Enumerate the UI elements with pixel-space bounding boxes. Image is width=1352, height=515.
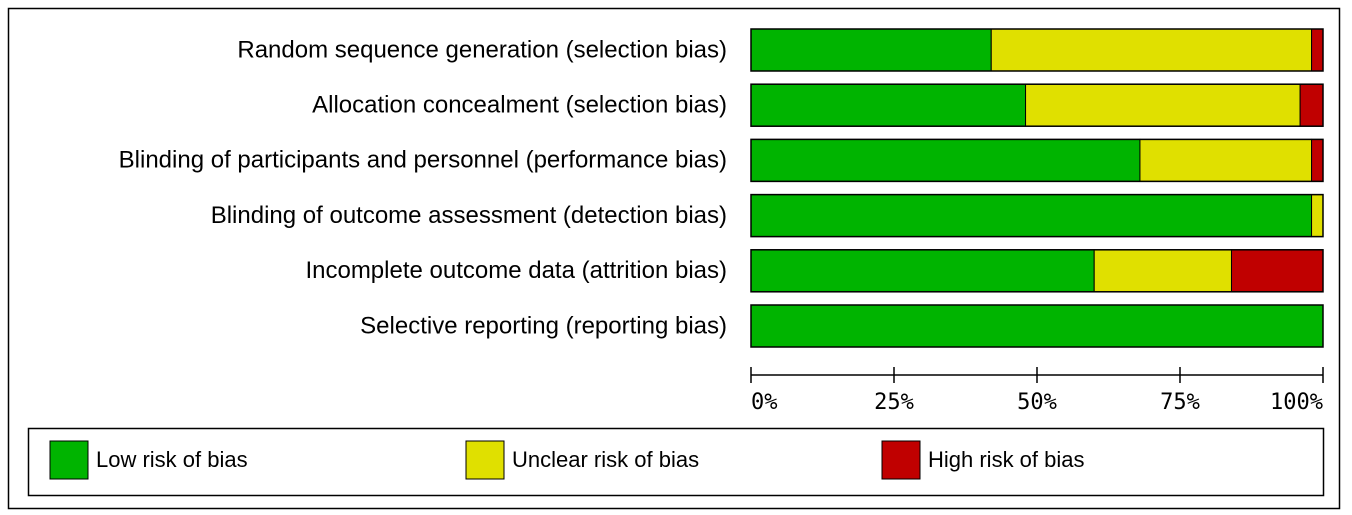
x-tick-label: 75% (1160, 390, 1200, 415)
legend-swatch (465, 440, 505, 480)
bar-outline (750, 249, 1324, 293)
bar-segment (1230, 249, 1324, 293)
category-label: Incomplete outcome data (attrition bias) (305, 257, 727, 284)
x-tick-label: 25% (874, 390, 914, 415)
bar-segment (1311, 194, 1324, 238)
legend-label: High risk of bias (928, 447, 1085, 472)
category-label: Random sequence generation (selection bi… (237, 36, 727, 63)
bar-segment (990, 28, 1313, 72)
category-label: Blinding of outcome assessment (detectio… (211, 202, 727, 229)
bar-outline (750, 138, 1324, 183)
bar-segment (750, 304, 1324, 348)
x-tick-label: 50% (1017, 390, 1057, 415)
bar-segment (750, 83, 1027, 127)
bar-outline (750, 28, 1324, 72)
bar-segment (1311, 28, 1324, 72)
category-label: Selective reporting (reporting bias) (360, 312, 727, 339)
bar-segment (1311, 138, 1324, 182)
category-label: Allocation concealment (selection bias) (312, 92, 727, 119)
bar-segment (750, 194, 1313, 238)
x-tick-label: 100% (1270, 390, 1323, 415)
bar-outline (750, 193, 1324, 238)
legend-swatch (881, 440, 921, 480)
bar-segment (1093, 249, 1232, 293)
legend-label: Low risk of bias (96, 447, 248, 472)
bar-outline (750, 83, 1324, 127)
bar-segment (1299, 83, 1324, 127)
bar-segment (750, 28, 992, 72)
legend-box (27, 427, 1325, 497)
bar-segment (750, 138, 1141, 182)
legend-label: Unclear risk of bias (512, 447, 699, 472)
bar-segment (750, 249, 1095, 293)
category-label: Blinding of participants and personnel (… (119, 147, 727, 174)
legend-swatch (49, 440, 89, 480)
bar-outline (750, 304, 1324, 348)
bar-segment (1139, 138, 1313, 182)
bar-segment (1025, 83, 1301, 127)
x-tick-label: 0% (751, 390, 778, 415)
